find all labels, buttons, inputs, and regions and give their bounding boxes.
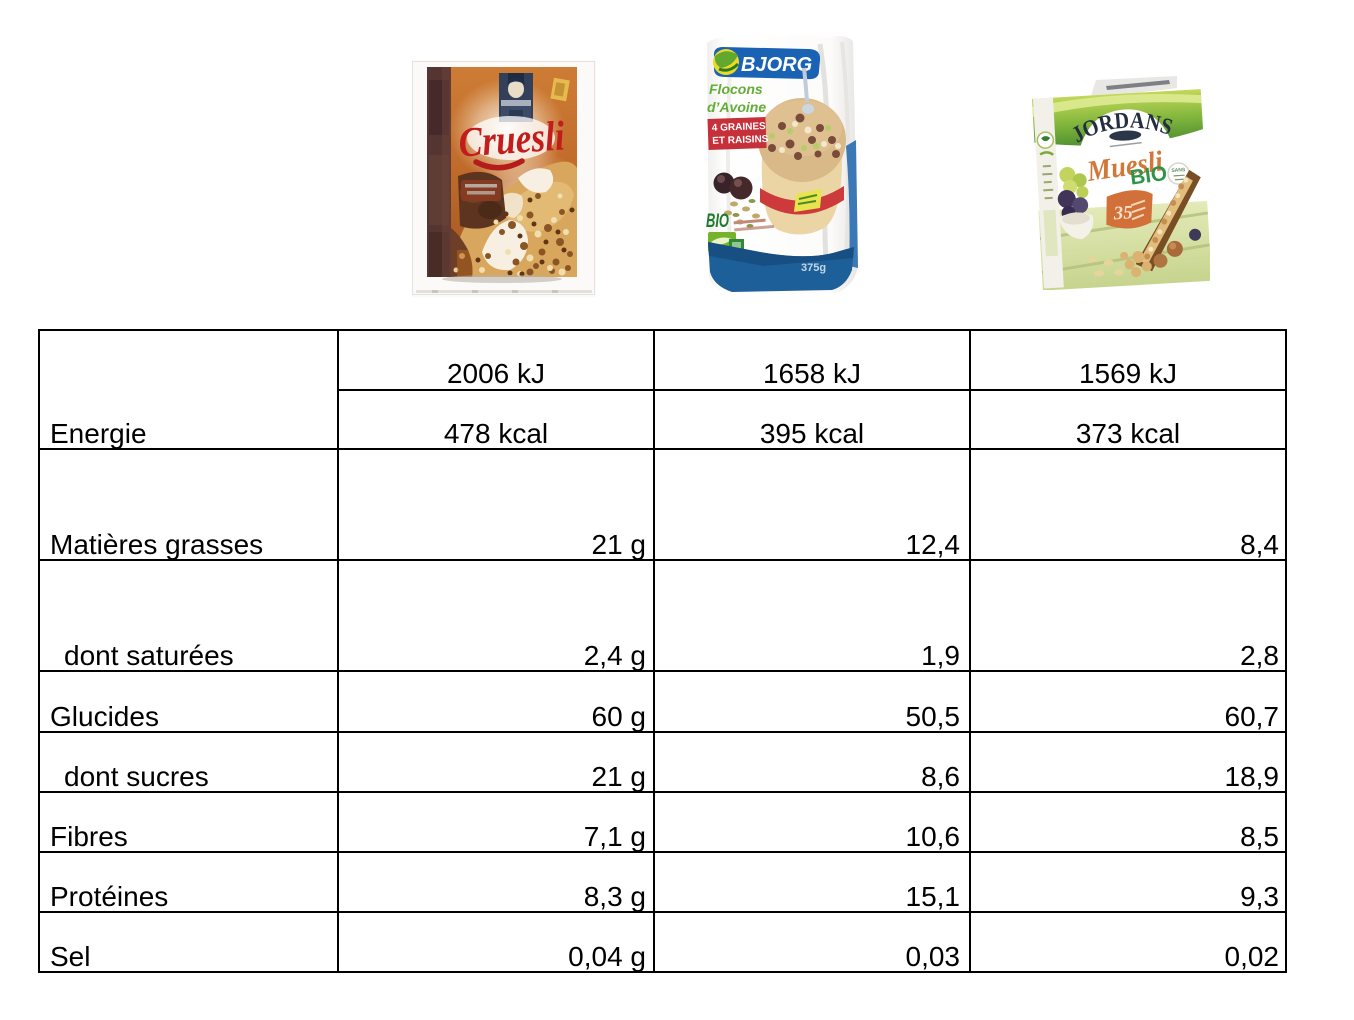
- svg-text:BJORG: BJORG: [741, 54, 812, 76]
- svg-text:Cruesli: Cruesli: [457, 113, 566, 166]
- svg-text:SANS: SANS: [1171, 167, 1186, 174]
- svg-text:BIO: BIO: [706, 211, 729, 232]
- svg-text:35: 35: [1112, 202, 1134, 224]
- svg-text:4 GRAINES: 4 GRAINES: [712, 121, 767, 134]
- svg-text:375g: 375g: [801, 262, 826, 274]
- svg-text:Flocons: Flocons: [709, 81, 763, 97]
- svg-text:ET RAISINS: ET RAISINS: [712, 134, 769, 147]
- svg-text:d’Avoine: d’Avoine: [707, 99, 766, 115]
- svg-text:BIO: BIO: [1129, 162, 1169, 190]
